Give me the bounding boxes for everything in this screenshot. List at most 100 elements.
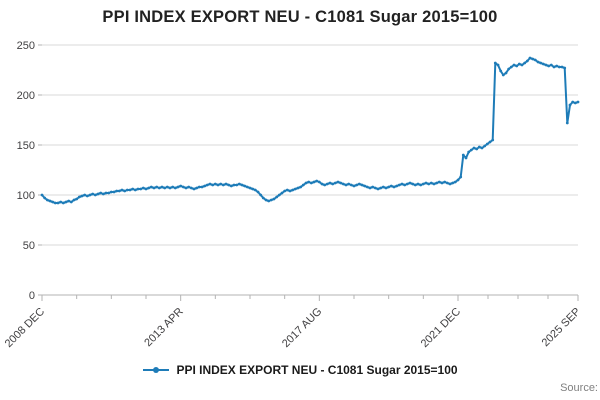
- data-point: [451, 181, 455, 185]
- data-point: [237, 182, 241, 186]
- data-point: [549, 63, 553, 67]
- data-point: [416, 182, 420, 186]
- data-point: [573, 101, 577, 105]
- data-point: [261, 196, 265, 200]
- data-point: [179, 184, 183, 188]
- data-point: [277, 193, 281, 197]
- data-point: [309, 181, 313, 185]
- data-point: [368, 186, 372, 190]
- data-point: [365, 185, 369, 189]
- data-point: [461, 153, 465, 157]
- data-point: [133, 188, 137, 192]
- data-point: [339, 181, 343, 185]
- data-point: [144, 187, 148, 191]
- data-point: [352, 184, 356, 188]
- data-point: [504, 71, 508, 75]
- data-point: [256, 190, 260, 194]
- data-point: [165, 185, 169, 189]
- data-point: [552, 65, 556, 69]
- data-point: [77, 195, 81, 199]
- data-point: [453, 180, 457, 184]
- data-point: [181, 185, 185, 189]
- data-point: [571, 100, 575, 104]
- x-tick-label: 2008 DEC: [3, 306, 47, 350]
- data-point: [464, 156, 468, 160]
- data-point: [421, 182, 425, 186]
- data-point: [211, 183, 215, 187]
- data-point: [565, 121, 569, 125]
- data-point: [376, 187, 380, 191]
- legend-line-marker: [143, 367, 170, 373]
- data-point: [493, 61, 497, 65]
- data-point: [507, 67, 511, 71]
- data-point: [56, 201, 60, 205]
- data-point: [61, 201, 65, 205]
- data-point: [227, 183, 231, 187]
- data-point: [419, 183, 423, 187]
- data-point: [344, 183, 348, 187]
- data-point: [88, 193, 92, 197]
- data-point: [187, 185, 191, 189]
- data-point: [53, 201, 57, 205]
- data-point: [96, 192, 100, 196]
- data-point: [395, 184, 399, 188]
- chart-title: PPI INDEX EXPORT NEU - C1081 Sugar 2015=…: [102, 8, 498, 26]
- data-point: [336, 180, 340, 184]
- data-point: [197, 185, 201, 189]
- data-point: [213, 182, 217, 186]
- data-point: [275, 195, 279, 199]
- data-point: [107, 191, 111, 195]
- data-point: [480, 146, 484, 150]
- data-point: [192, 187, 196, 191]
- data-point: [125, 188, 129, 192]
- data-point: [387, 185, 391, 189]
- x-tick-label: 2017 AUG: [280, 306, 324, 350]
- data-point: [291, 188, 295, 192]
- data-point: [528, 56, 532, 60]
- data-point: [536, 60, 540, 64]
- data-point: [219, 182, 223, 186]
- data-point: [456, 178, 460, 182]
- data-point: [429, 181, 433, 185]
- data-point: [325, 182, 329, 186]
- data-point: [315, 179, 319, 183]
- data-point: [408, 181, 412, 185]
- data-point: [488, 140, 492, 144]
- data-point: [379, 186, 383, 190]
- data-point: [301, 183, 305, 187]
- data-point: [389, 184, 393, 188]
- data-point: [128, 188, 132, 192]
- data-point: [384, 186, 388, 190]
- data-point: [243, 184, 247, 188]
- data-point: [280, 191, 284, 195]
- data-point: [496, 63, 500, 67]
- data-point: [437, 180, 441, 184]
- data-point: [304, 181, 308, 185]
- data-point: [115, 189, 119, 193]
- data-point: [141, 186, 145, 190]
- data-point: [501, 73, 505, 77]
- data-point: [248, 186, 252, 190]
- y-tick-label: 50: [23, 240, 35, 252]
- data-point: [117, 189, 121, 193]
- data-point: [568, 103, 572, 107]
- data-point: [448, 182, 452, 186]
- data-point: [328, 181, 332, 185]
- data-point: [427, 182, 431, 186]
- data-point: [576, 100, 580, 104]
- data-point: [432, 182, 436, 186]
- data-point: [67, 199, 71, 203]
- data-point: [413, 183, 417, 187]
- data-point: [296, 186, 300, 190]
- data-point: [512, 63, 516, 67]
- data-point: [293, 187, 297, 191]
- data-point: [99, 191, 103, 195]
- legend: PPI INDEX EXPORT NEU - C1081 Sugar 2015=…: [0, 361, 600, 379]
- data-point: [400, 182, 404, 186]
- data-point: [520, 63, 524, 67]
- data-point: [149, 185, 153, 189]
- data-point: [347, 182, 351, 186]
- data-point: [235, 183, 239, 187]
- data-point: [205, 183, 209, 187]
- data-point: [104, 191, 108, 195]
